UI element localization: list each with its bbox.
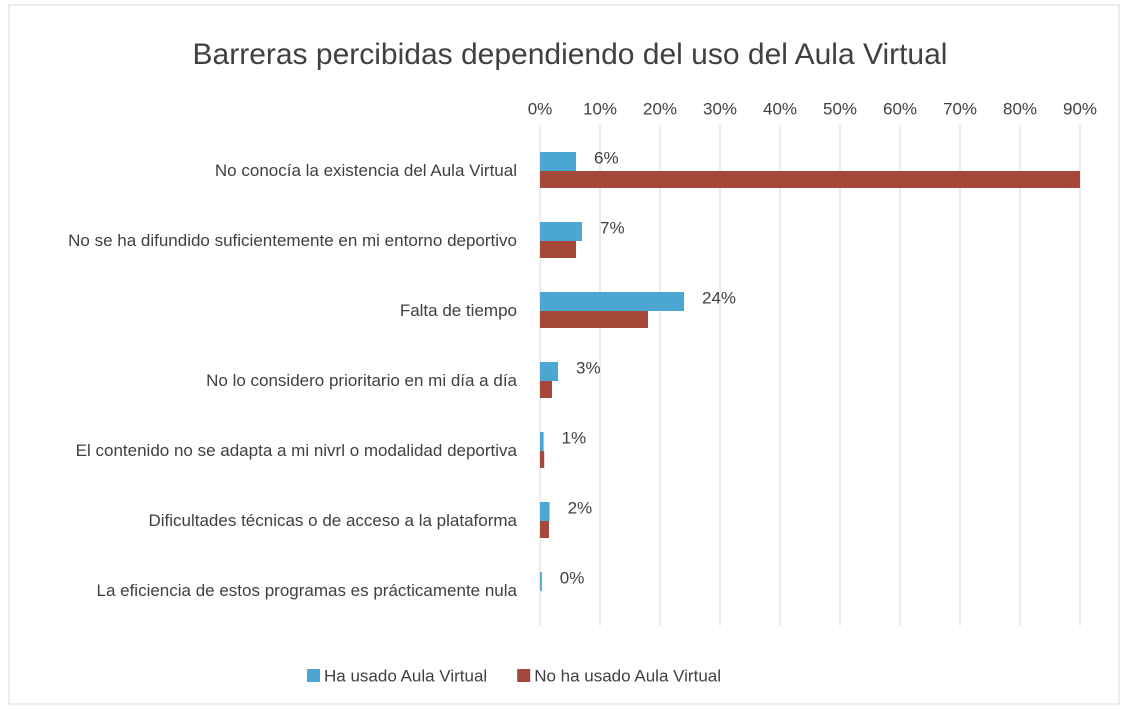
bar	[540, 241, 576, 258]
category-text: La eficiencia de estos programas es prác…	[96, 581, 517, 600]
legend-swatch	[307, 669, 320, 682]
category-text: No conocía la existencia del Aula Virtua…	[214, 161, 517, 180]
x-tick-label: 0%	[528, 99, 553, 118]
data-label: 6%	[594, 148, 619, 167]
legend-swatch	[517, 669, 531, 682]
data-label: 1%	[562, 428, 587, 447]
bar	[540, 451, 545, 468]
x-tick-label: 30%	[703, 99, 737, 118]
data-label: 2%	[568, 498, 593, 517]
bar	[540, 152, 576, 171]
bar	[540, 521, 549, 538]
bar	[540, 171, 1080, 188]
bar	[540, 432, 544, 451]
category-label: No conocía la existencia del Aula Virtua…	[215, 158, 517, 184]
x-tick-label: 80%	[1003, 99, 1037, 118]
data-label: 24%	[702, 288, 736, 307]
category-text: Falta de tiempo	[399, 301, 517, 320]
legend-label: Ha usado Aula Virtual	[324, 666, 487, 685]
category-label: Dificultades técnicas o de acceso a la p…	[148, 508, 517, 534]
data-label: 3%	[576, 358, 601, 377]
category-label: El contenido no se adapta a mi nivrl o m…	[76, 438, 517, 464]
category-text: Dificultades técnicas o de acceso a la p…	[148, 511, 517, 530]
x-tick-label: 70%	[943, 99, 977, 118]
x-tick-label: 10%	[583, 99, 617, 118]
x-tick-label: 50%	[823, 99, 857, 118]
bar	[540, 381, 552, 398]
legend-label: No ha usado Aula Virtual	[534, 666, 721, 685]
data-label: 0%	[560, 568, 585, 587]
category-text: No lo considero prioritario en mi día a …	[206, 371, 517, 390]
x-tick-label: 90%	[1063, 99, 1097, 118]
category-text: El contenido no se adapta a mi nivrl o m…	[75, 441, 517, 460]
bar	[540, 572, 542, 591]
category-text: No se ha difundido suficientemente en mi…	[68, 231, 517, 250]
x-tick-label: 20%	[643, 99, 677, 118]
category-label: No se ha difundido suficientemente en mi…	[68, 228, 517, 254]
bar	[540, 222, 582, 241]
category-label: No lo considero prioritario en mi día a …	[206, 368, 517, 394]
bar	[540, 502, 550, 521]
category-label: La eficiencia de estos programas es prác…	[96, 578, 517, 604]
bar	[540, 311, 648, 328]
category-label: Falta de tiempo	[400, 298, 517, 324]
chart-border	[8, 4, 1120, 705]
x-tick-label: 40%	[763, 99, 797, 118]
chart-title: Barreras percibidas dependiendo del uso …	[193, 38, 948, 71]
data-label: 7%	[600, 218, 625, 237]
x-tick-label: 60%	[883, 99, 917, 118]
bar	[540, 292, 684, 311]
bar	[540, 362, 558, 381]
